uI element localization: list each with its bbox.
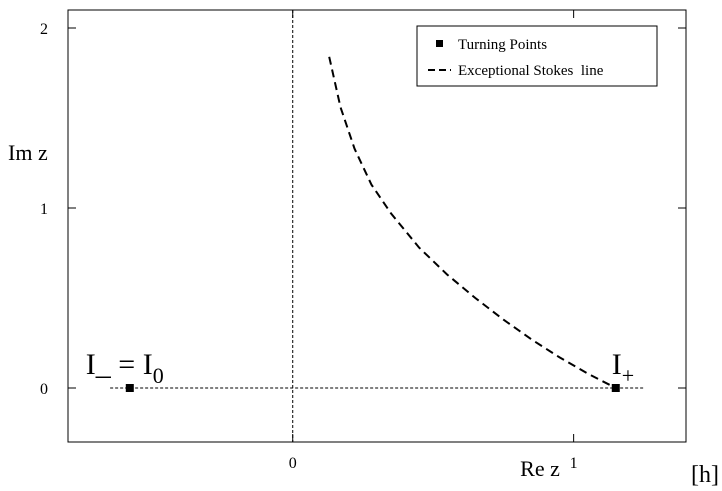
turning-point-label: I+ — [612, 348, 634, 388]
legend-entry-stokes-line: Exceptional Stokes line — [458, 63, 604, 79]
legend-entry-turning-points: Turning Points — [458, 37, 547, 53]
x-tick-label: 0 — [289, 455, 297, 472]
y-tick-label: 1 — [40, 201, 48, 218]
y-axis-label: Im z — [8, 140, 48, 165]
x-tick-label: 1 — [570, 455, 578, 472]
x-axis-label: Re z — [520, 456, 560, 481]
legend-box — [416, 25, 658, 87]
y-tick-label: 2 — [40, 21, 48, 38]
plot-frame — [67, 9, 687, 443]
stokes-line-layer — [328, 56, 617, 389]
turning-point-label: I_ = I0 — [86, 348, 164, 388]
legend: Turning Points Exceptional Stokes line — [416, 25, 658, 87]
turning-point-labels: I_ = I0 I+ — [86, 348, 634, 388]
legend-marker-square — [436, 40, 443, 47]
turning-points-layer — [125, 384, 620, 392]
turning-point-marker — [125, 384, 134, 392]
x-unit-label: [h] — [691, 462, 719, 488]
axis-tick-labels: 0 1 0 1 2 — [40, 21, 578, 472]
turning-point-marker — [611, 384, 620, 392]
exceptional-stokes-line — [328, 56, 617, 389]
reference-lines — [110, 10, 644, 442]
y-tick-label: 0 — [40, 381, 48, 398]
axis-ticks — [68, 10, 686, 442]
